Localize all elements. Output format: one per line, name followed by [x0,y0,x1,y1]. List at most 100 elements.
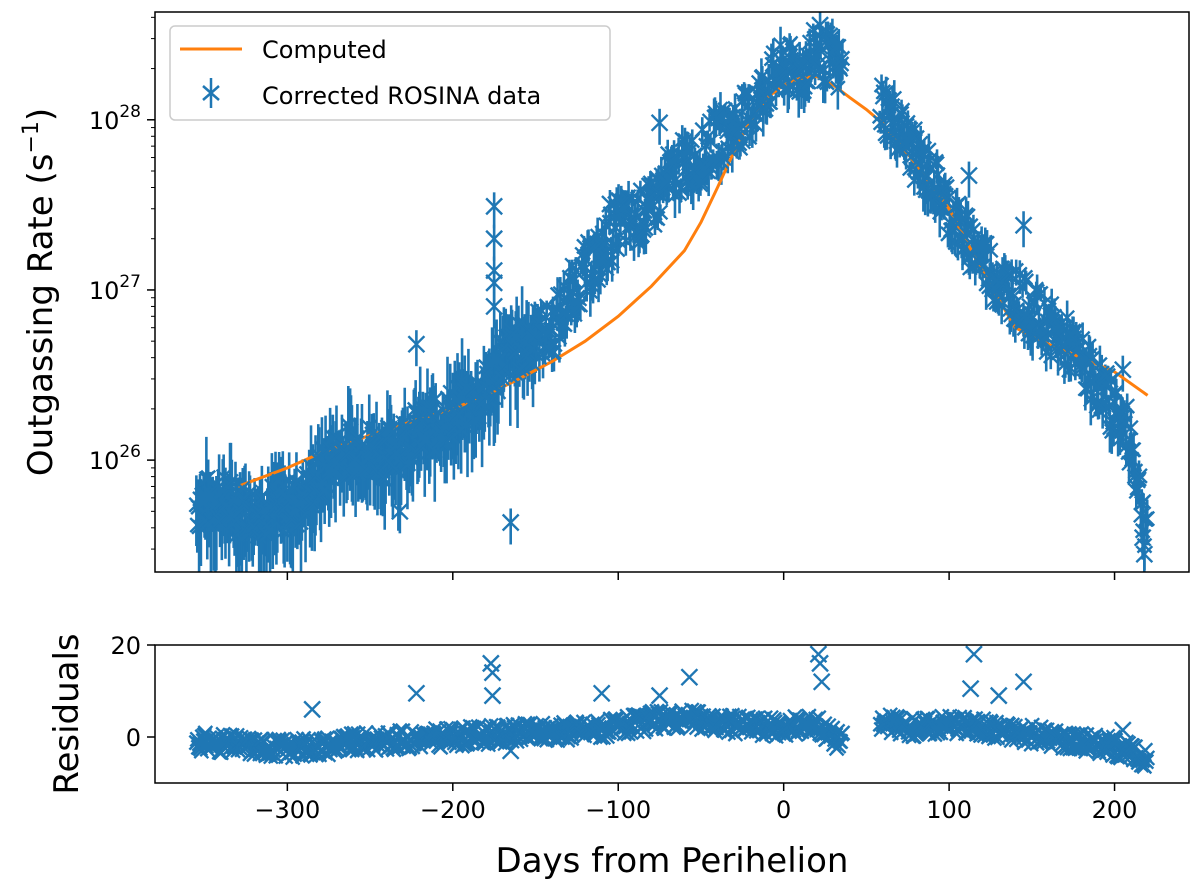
outlier-marker [960,166,978,185]
data-marker [830,80,846,96]
data-marker [1134,522,1151,539]
data-marker [830,38,847,55]
residual-outlier [483,686,502,705]
residual-outlier [1113,721,1132,739]
data-marker [1043,295,1060,312]
top-y-axis-title: Outgassing Rate (s−1) [19,108,61,476]
outlier-marker [485,197,504,216]
y-tick-label: 1027 [89,272,141,305]
data-marker [293,514,309,531]
data-marker [1132,468,1148,484]
y-tick-label: 20 [110,632,141,660]
outlier-marker [1014,216,1033,235]
residual-outlier [501,741,520,760]
data-marker [502,367,519,384]
data-marker [741,129,758,146]
outlier-marker [592,251,611,269]
data-marker [215,468,232,485]
data-marker [1000,266,1016,283]
data-marker [819,74,835,91]
x-tick-label: 0 [776,796,791,824]
data-marker [886,90,903,107]
data-marker [982,242,999,259]
bottom-y-ticks: 0 20 [110,632,155,752]
outlier-marker [501,513,520,532]
data-marker [488,352,505,369]
data-marker [1119,398,1136,414]
data-marker [678,142,695,159]
data-marker [540,336,557,353]
data-marker [620,188,637,205]
data-marker [693,174,710,191]
data-marker [762,94,779,111]
data-marker [445,397,461,413]
data-marker [804,55,821,72]
data-marker [628,205,644,222]
x-tick-label: −100 [585,796,651,824]
residual-outlier [483,663,502,682]
outlier-marker [1113,360,1132,379]
outlier-marker [650,113,669,132]
data-marker [326,472,343,489]
data-marker [611,233,628,250]
x-tick-label: 200 [1092,796,1138,824]
data-marker [708,155,725,171]
data-marker [567,306,583,323]
data-marker [405,452,421,469]
data-marker [971,249,987,266]
residual-outlier [961,679,980,698]
data-marker [834,50,851,67]
outlier-marker [811,16,829,34]
data-marker [252,504,268,521]
data-marker [916,140,933,157]
data-marker [731,135,748,152]
residual-marker [830,738,847,754]
y-tick-label: 0 [126,724,141,752]
data-marker [317,442,334,459]
bottom-plot-frame [154,644,1190,784]
bottom-y-axis-title: Residuals [47,633,87,794]
outlier-marker [1133,528,1152,547]
residual-marker [343,725,360,742]
data-marker [582,283,599,300]
legend-rosina-label: Corrected ROSINA data [262,82,541,110]
residual-outlier [650,686,669,705]
outlier-marker [485,297,504,316]
data-marker [833,56,850,72]
data-marker [1125,441,1142,458]
x-tick-label: 100 [926,796,972,824]
data-marker [493,363,510,380]
data-marker [1059,309,1076,326]
residual-markers [188,645,1156,775]
top-y-ticks: 1026 1027 1028 [89,16,155,550]
data-marker [1135,493,1152,510]
residual-outlier [680,668,699,687]
data-marker [1099,364,1116,381]
data-marker [571,290,588,307]
data-markers [188,16,1156,564]
data-marker [490,384,507,400]
outlier-marker [407,335,426,354]
residual-outlier [812,672,831,691]
data-marker [369,459,386,475]
data-marker [598,260,615,277]
data-marker [1100,367,1116,384]
data-marker [427,391,444,407]
data-marker [894,102,911,119]
data-marker [1001,287,1017,303]
data-marker [784,42,801,59]
legend-rosina-swatch [202,78,220,108]
legend-computed-label: Computed [262,36,387,64]
data-marker [236,491,253,508]
data-marker [305,499,322,515]
x-axis-title: Days from Perihelion [496,841,849,881]
y-tick-label: 1026 [89,442,141,475]
bottom-panel: 0 20 −300 −200 −100 0 100 200 Residuals Days f… [47,632,1190,881]
data-marker [1122,419,1139,436]
residual-outlier [989,686,1008,705]
data-marker [339,446,356,462]
top-panel: 1026 1027 1028 Computed Corrected ROSINA d… [19,11,1190,580]
outlier-marker [391,502,409,521]
residual-marker [834,725,851,741]
